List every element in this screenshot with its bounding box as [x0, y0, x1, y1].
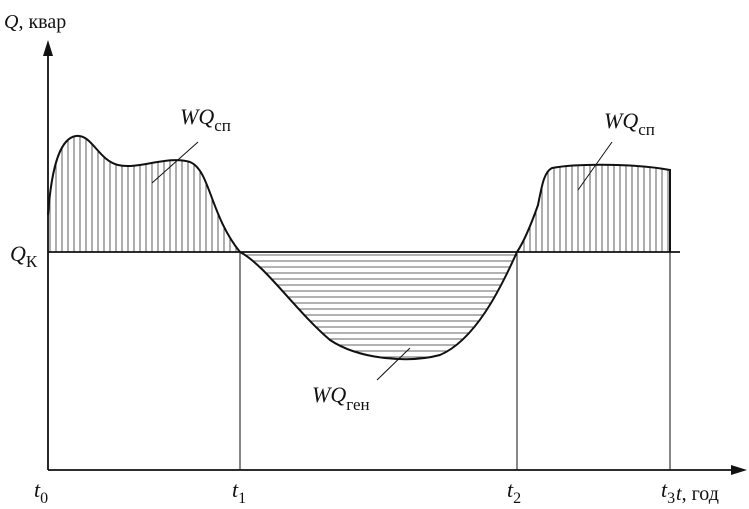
x-axis-arrow	[731, 465, 747, 475]
right-region-leader	[577, 141, 613, 191]
x-axis-label: t, год	[676, 483, 719, 505]
tick-label-t2: t2	[507, 477, 521, 507]
qk-label: QК	[10, 241, 38, 271]
left-region-label: WQсп	[180, 104, 231, 135]
right-region-label: WQсп	[604, 108, 655, 139]
tick-label-t0: t0	[34, 477, 48, 507]
bottom-region-label: WQген	[312, 382, 370, 414]
tick-label-t1: t1	[232, 477, 246, 507]
generation-hatching	[240, 254, 517, 358]
left-region-leader	[151, 141, 199, 184]
y-axis-arrow	[43, 40, 53, 56]
tick-label-t3: t3	[661, 477, 675, 507]
bottom-region-leader	[376, 347, 411, 381]
y-axis-label: Q, квар	[4, 11, 66, 33]
surplus-hatching	[49, 135, 669, 252]
reactive-power-curve	[47, 134, 671, 361]
